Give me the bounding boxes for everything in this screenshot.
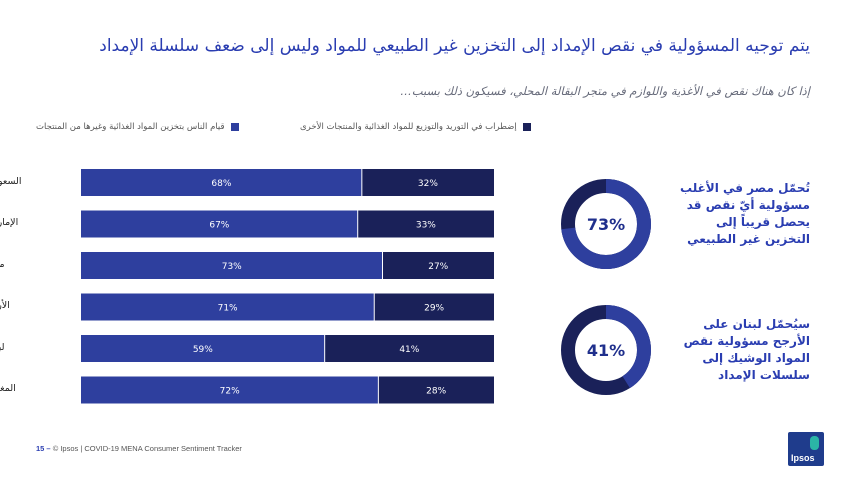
bar-segment — [81, 293, 375, 321]
bar-segment — [81, 169, 362, 196]
donut-chart-lebanon: 41% — [561, 305, 651, 395]
bar-segment — [374, 293, 494, 321]
bar-segment — [378, 376, 494, 404]
bar-value-label: 68% — [211, 179, 231, 189]
bar-segment — [81, 252, 383, 279]
donut-value-label: 41% — [587, 341, 625, 360]
bar-segment — [81, 335, 325, 362]
bar-value-label: 27% — [428, 262, 448, 272]
legend-item-disruption: إضطراب في التوريد والتوزيع للمواد الغذائ… — [300, 122, 531, 132]
legend-swatch-disruption — [522, 123, 531, 131]
bar-value-label: 73% — [222, 262, 242, 272]
logo-text: Ipsos — [791, 453, 815, 463]
bar-segment — [81, 376, 379, 404]
page-number: 15 – — [36, 444, 51, 453]
donut-value-label: 73% — [587, 215, 625, 234]
bar-value-label: 32% — [418, 179, 438, 189]
bar-value-label: 67% — [209, 221, 229, 231]
insight-egypt: تُحمّل مصر في الأغلب مسؤولية أيّ نقص قد … — [679, 181, 810, 246]
bar-value-label: 59% — [193, 345, 213, 355]
bar-value-label: 72% — [220, 387, 240, 397]
bar-segment — [382, 252, 494, 279]
category-label: المغرب — [0, 383, 16, 394]
ipsos-logo: Ipsos — [788, 432, 824, 466]
category-label: مصر — [0, 258, 5, 270]
legend-label-stockpiling: قيام الناس بتخزين المواد الغذائية وغيرها… — [36, 122, 225, 132]
legend-swatch-stockpiling — [230, 123, 239, 131]
logo-accent-icon — [810, 436, 819, 450]
donut-value-arc — [561, 179, 651, 269]
bar-segment — [81, 210, 358, 238]
legend-item-stockpiling: قيام الناس بتخزين المواد الغذائية وغيرها… — [36, 122, 239, 132]
category-label: الإمارات — [0, 217, 19, 228]
page-title: يتم توجيه المسؤولية في نقص الإمداد إلى ا… — [99, 36, 810, 56]
donut-value-arc — [561, 305, 651, 395]
bar-segment — [324, 335, 494, 362]
footer: 15 – © Ipsos | COVID-19 MENA Consumer Se… — [36, 444, 242, 453]
insight-lebanon: سيُحمّل لبنان على الأرجح مسؤولية نقص الم… — [683, 317, 810, 382]
bar-segment — [357, 210, 494, 238]
category-label: السعودية — [0, 175, 22, 187]
legend-label-disruption: إضطراب في التوريد والتوزيع للمواد الغذائ… — [300, 122, 517, 132]
bar-segment — [361, 169, 494, 196]
category-label: لبنان — [0, 341, 5, 353]
bar-value-label: 33% — [416, 221, 436, 231]
page-subtitle: إذا كان هناك نقص في الأغذية واللوازم في … — [400, 84, 810, 98]
footer-text: © Ipsos | COVID-19 MENA Consumer Sentime… — [52, 444, 242, 453]
bar-value-label: 28% — [426, 387, 446, 397]
bar-value-label: 71% — [218, 304, 238, 314]
bar-value-label: 41% — [399, 345, 419, 355]
bar-value-label: 29% — [424, 304, 444, 314]
category-label: الأردن — [0, 300, 10, 311]
donut-chart-egypt: 73% — [561, 179, 651, 269]
